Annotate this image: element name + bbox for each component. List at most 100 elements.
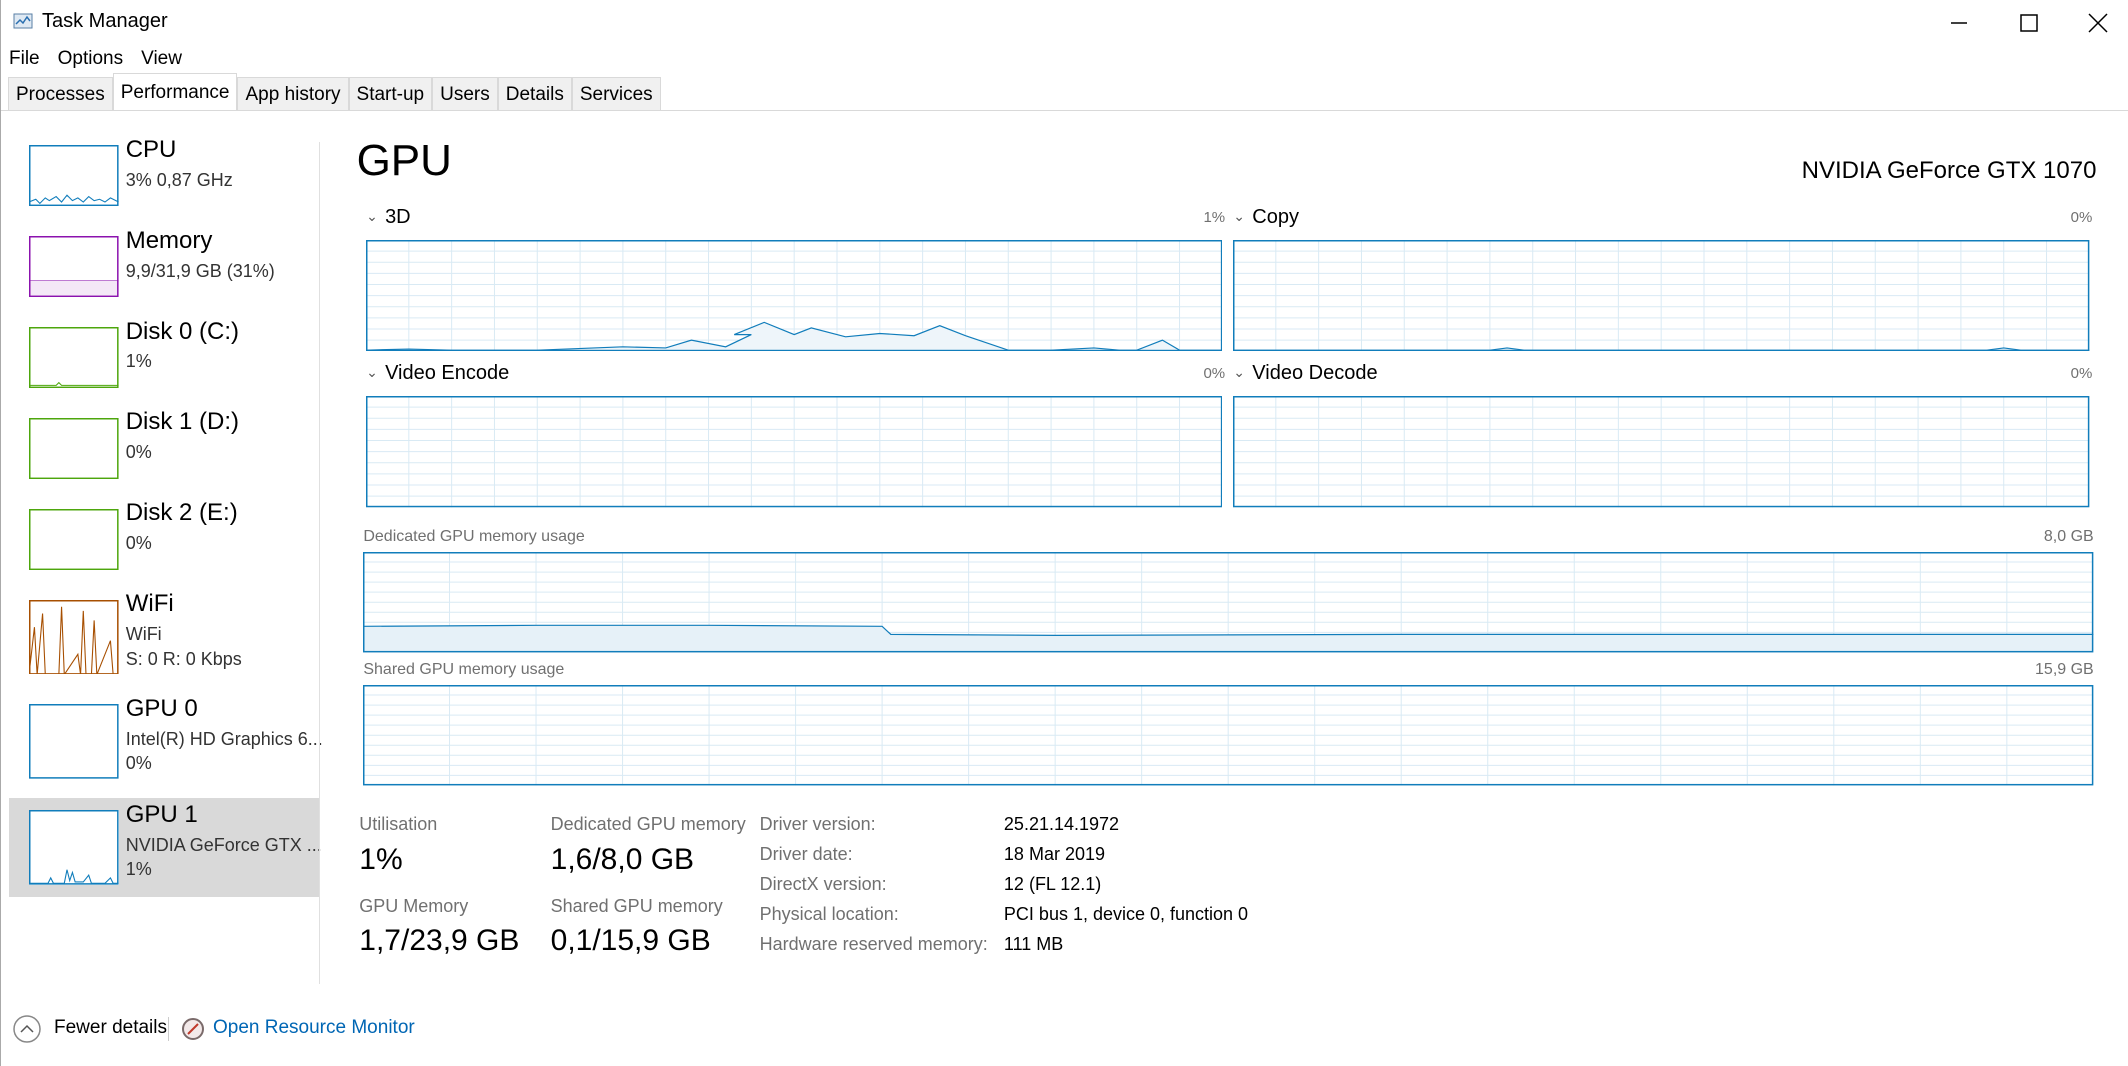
memory-graph-name: Dedicated GPU memory usage: [363, 527, 585, 545]
trace-line: [29, 381, 119, 386]
stat-label: Dedicated GPU memory: [550, 814, 746, 835]
sidebar-item[interactable]: Disk 2 (E:) 0%: [9, 497, 319, 583]
sidebar-item-name: GPU 0: [125, 694, 198, 722]
fewer-details-icon[interactable]: [12, 1014, 42, 1044]
engine-chevron[interactable]: ⌄: [366, 363, 378, 380]
footer-separator: [168, 1017, 169, 1041]
window-controls: [1951, 13, 2108, 33]
engine-chevron[interactable]: ⌄: [1233, 207, 1246, 224]
resource-monitor-link[interactable]: Open Resource Monitor: [213, 1017, 415, 1038]
sidebar-item[interactable]: Memory 9,9/31,9 GB (31%): [9, 224, 319, 310]
graph-line: [363, 625, 2094, 637]
sidebar-thumbnail: [29, 599, 119, 675]
property-value: 25.21.14.1972: [1003, 814, 1120, 835]
sidebar-item-detail: Intel(R) HD Graphics 6...: [125, 728, 323, 749]
tab-divider: [1, 110, 2128, 111]
engine-graph: [366, 396, 1223, 508]
close-button[interactable]: [2088, 13, 2108, 33]
stat-label: Shared GPU memory: [550, 895, 723, 916]
trace-line: [29, 869, 119, 885]
tab[interactable]: Performance: [112, 73, 238, 110]
menu-item[interactable]: View: [141, 48, 182, 69]
sidebar-item-name: Disk 1 (D:): [125, 408, 240, 436]
thumbnail-border: [29, 236, 119, 298]
graph-border: [366, 396, 1223, 508]
property-label: Hardware reserved memory:: [759, 933, 988, 954]
thumbnail-border: [29, 599, 119, 675]
thumbnail-border: [29, 508, 119, 570]
thumbnail-border: [29, 704, 119, 779]
memory-graph-max: 8,0 GB: [2043, 527, 2094, 545]
thumbnail-trace: [29, 869, 119, 885]
engine-max: 1%: [1203, 209, 1226, 226]
sidebar-item[interactable]: GPU 1 NVIDIA GeForce GTX ... 1%: [9, 798, 322, 898]
engine-chevron[interactable]: ⌄: [1233, 363, 1246, 380]
detail-title: GPU: [356, 135, 452, 185]
engine-chevron[interactable]: ⌄: [366, 207, 378, 224]
sidebar-item-name: Disk 0 (C:): [125, 317, 240, 345]
engine-graph: [1233, 396, 2090, 508]
sidebar-divider: [319, 142, 320, 984]
thumbnail-trace: [29, 194, 119, 205]
graph-area: [363, 625, 2094, 653]
tab[interactable]: Users: [432, 77, 498, 110]
resource-monitor-icon[interactable]: [180, 1016, 206, 1042]
tab[interactable]: App history: [237, 77, 349, 110]
tab[interactable]: Start-up: [348, 77, 433, 110]
sidebar-item-detail: WiFi: [125, 624, 162, 645]
thumbnail-trace: [29, 381, 119, 386]
memory-graph: [363, 685, 2094, 786]
engine-graph: [1233, 240, 2090, 352]
sidebar-thumbnail: [29, 810, 119, 885]
thumbnail-border: [29, 417, 119, 480]
sidebar-item[interactable]: GPU 0 Intel(R) HD Graphics 6... 0%: [9, 692, 323, 791]
graph-border: [366, 240, 1223, 352]
sidebar-item[interactable]: CPU 3% 0,87 GHz: [9, 133, 319, 219]
sidebar-item-detail: 1%: [125, 859, 152, 880]
stat-label: GPU Memory: [359, 895, 469, 916]
memory-graph-max: 15,9 GB: [2035, 660, 2094, 678]
engine-name: 3D: [385, 206, 411, 229]
graph-border: [363, 685, 2094, 786]
sidebar-item-detail: NVIDIA GeForce GTX ...: [125, 834, 322, 855]
menu-bar: File Options View: [9, 48, 182, 70]
sidebar: CPU 3% 0,87 GHz Memory 9,9/31,9 GB (31%) Dis…: [1, 111, 323, 991]
sidebar-item[interactable]: Disk 0 (C:) 1%: [9, 315, 319, 401]
sidebar-item[interactable]: Disk 1 (D:) 0%: [9, 406, 319, 492]
window-title: Task Manager: [42, 10, 168, 32]
stat-value: 1,6/8,0 GB: [550, 842, 695, 876]
property-label: Driver date:: [759, 844, 853, 865]
thumbnail-border: [29, 145, 119, 207]
detail-pane: GPU NVIDIA GeForce GTX 1070 ⌄ 3D 1% ⌄ Copy 0% ⌄ V…: [1, 0, 2128, 1000]
sidebar-item-detail: 0%: [125, 753, 152, 774]
sidebar-item-name: Memory: [125, 226, 213, 254]
menu-item[interactable]: File: [9, 48, 40, 69]
sidebar-item[interactable]: WiFi WiFi S: 0 R: 0 Kbps: [9, 588, 319, 687]
sidebar-item-name: Disk 2 (E:): [125, 499, 238, 527]
graph-border: [363, 552, 2094, 653]
engine-graph: [366, 240, 1223, 352]
property-value: PCI bus 1, device 0, function 0: [1003, 903, 1249, 924]
graph-area: [366, 322, 1223, 352]
stat-value: 1%: [359, 842, 403, 876]
property-value: 12 (FL 12.1): [1003, 874, 1102, 894]
device-name: NVIDIA GeForce GTX 1070: [1801, 157, 2097, 185]
menu-item[interactable]: Options: [57, 48, 124, 69]
engine-name: Video Encode: [385, 362, 510, 385]
tab[interactable]: Details: [497, 77, 572, 110]
fewer-details-link[interactable]: Fewer details: [54, 1017, 167, 1038]
property-value: 18 Mar 2019: [1003, 844, 1105, 865]
tab[interactable]: Processes: [8, 77, 113, 110]
sidebar-item-detail: 0%: [125, 533, 152, 554]
trace-line: [29, 194, 119, 205]
sidebar-item-name: WiFi: [125, 590, 174, 618]
tab[interactable]: Services: [571, 77, 661, 110]
sidebar-thumbnail: [29, 327, 119, 389]
engine-name: Copy: [1252, 206, 1299, 229]
engine-max: 0%: [2070, 365, 2093, 383]
stat-label: Utilisation: [359, 814, 438, 835]
memory-graph: [363, 552, 2094, 653]
maximize-button[interactable]: [2020, 14, 2038, 32]
graph-border: [1233, 240, 2090, 352]
